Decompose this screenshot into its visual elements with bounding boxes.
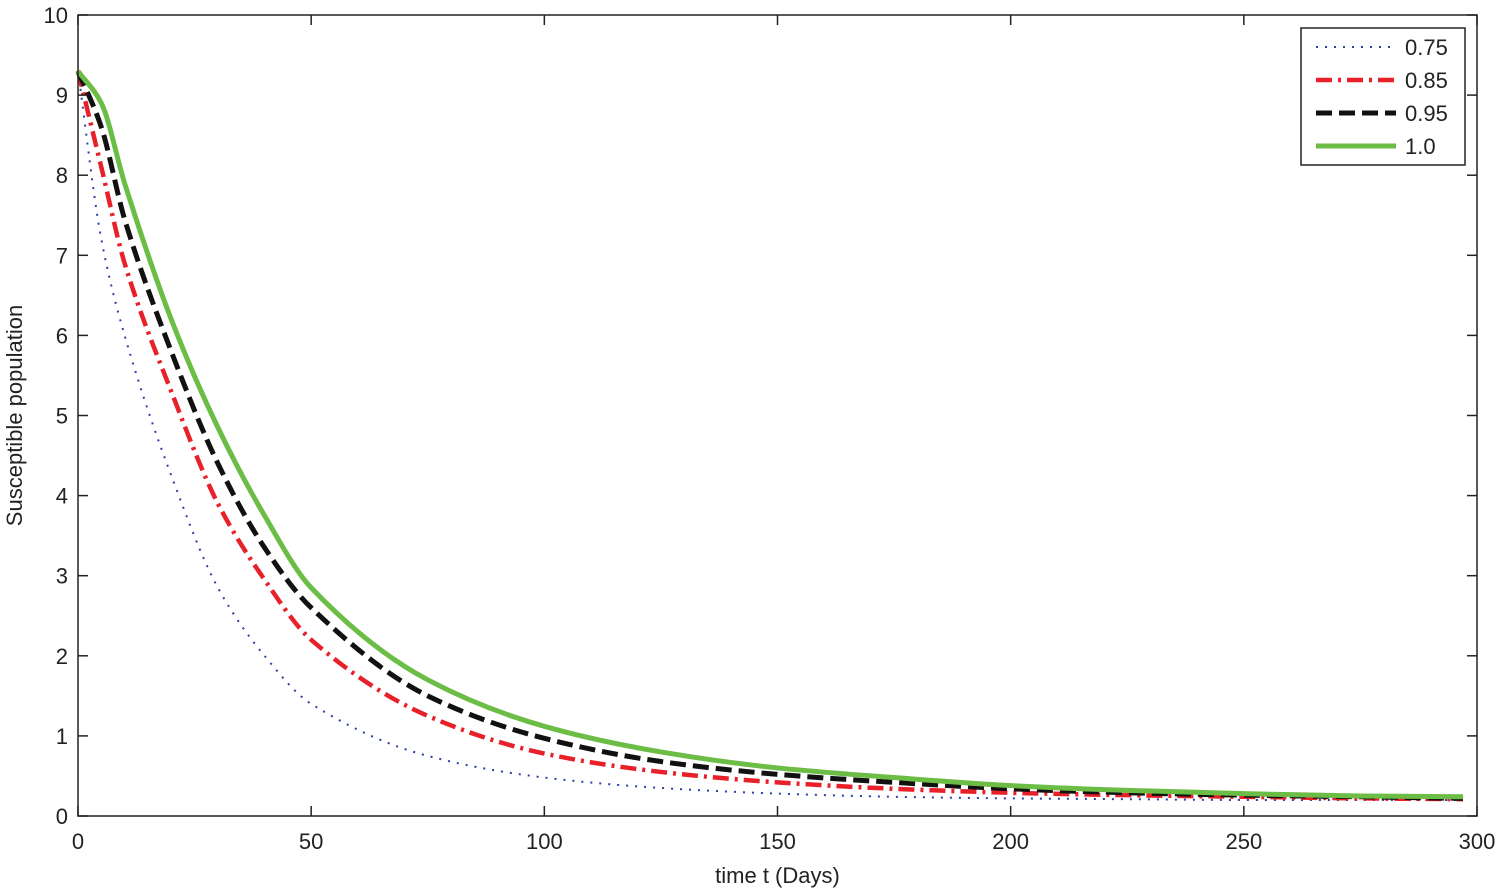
x-tick-label: 300 bbox=[1459, 829, 1496, 854]
x-tick-label: 150 bbox=[759, 829, 796, 854]
y-tick-label: 9 bbox=[56, 83, 68, 108]
y-tick-label: 10 bbox=[44, 3, 68, 28]
legend-label: 0.85 bbox=[1405, 68, 1448, 93]
series-line-1-0 bbox=[75, 69, 1464, 800]
axis-ticks bbox=[77, 14, 1478, 817]
series-line-0-85 bbox=[75, 70, 1464, 802]
axis-tick-labels: 0 50 100 150 200 250 300 0 1 2 3 4 5 6 7 8 9 10 bbox=[44, 3, 1496, 854]
legend: 0.75 0.85 0.95 1.0 bbox=[1300, 27, 1466, 166]
y-tick-label: 3 bbox=[56, 564, 68, 589]
y-tick-label: 6 bbox=[56, 323, 68, 348]
x-tick-label: 100 bbox=[526, 829, 563, 854]
x-tick-label: 250 bbox=[1225, 829, 1262, 854]
y-tick-label: 7 bbox=[56, 243, 68, 268]
y-tick-label: 5 bbox=[56, 404, 68, 429]
y-tick-label: 2 bbox=[56, 644, 68, 669]
plot-frame bbox=[77, 14, 1478, 817]
legend-label: 0.95 bbox=[1405, 101, 1448, 126]
series-line-0-75 bbox=[77, 70, 1464, 801]
series-line-0-95 bbox=[75, 70, 1464, 801]
y-tick-label: 4 bbox=[56, 484, 68, 509]
y-tick-label: 8 bbox=[56, 163, 68, 188]
x-tick-label: 50 bbox=[299, 829, 323, 854]
series-lines bbox=[75, 69, 1464, 802]
y-axis-label: Susceptible population bbox=[2, 305, 27, 526]
legend-label: 0.75 bbox=[1405, 35, 1448, 60]
legend-label: 1.0 bbox=[1405, 134, 1436, 159]
x-tick-label: 200 bbox=[992, 829, 1029, 854]
x-axis-label: time t (Days) bbox=[715, 863, 840, 888]
y-tick-label: 0 bbox=[56, 804, 68, 829]
x-tick-label: 0 bbox=[72, 829, 84, 854]
legend-box bbox=[1300, 27, 1466, 166]
y-tick-label: 1 bbox=[56, 724, 68, 749]
